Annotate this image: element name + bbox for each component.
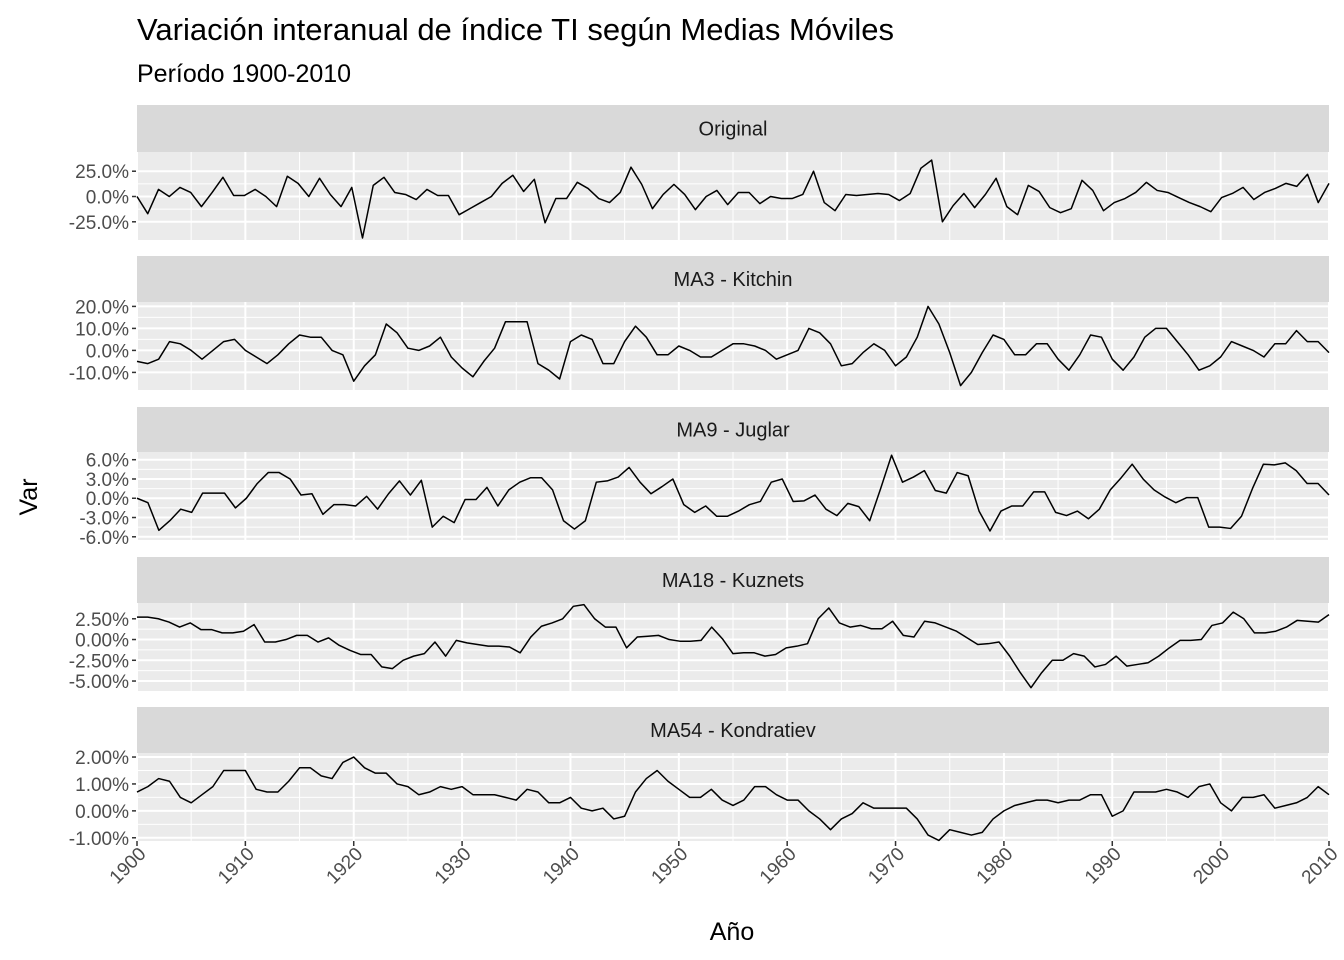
facet-strip: [137, 707, 1329, 753]
x-tick-label: 1920: [323, 844, 368, 889]
series-line: [136, 756, 1330, 842]
facet-panel: MA3 - Kitchin -10.0%0.0%10.0%20.0%: [69, 256, 1330, 390]
y-tick-label: -1.00%: [69, 829, 129, 850]
y-tick-label: 20.0%: [75, 297, 129, 318]
series-line: [136, 305, 1330, 387]
x-tick-label: 1940: [539, 844, 584, 889]
x-tick-label: 1910: [214, 844, 259, 889]
facet-strip: [137, 105, 1329, 152]
series-line: [137, 603, 1330, 689]
y-tick-label: 0.00%: [75, 631, 129, 652]
chart-subtitle: Período 1900-2010: [137, 60, 352, 88]
facet-strip-label: Original: [699, 119, 768, 141]
y-tick-label: -3.0%: [79, 509, 129, 530]
facet-strip: [137, 557, 1329, 603]
y-tick-label: -10.0%: [69, 363, 129, 384]
x-axis-title: Año: [710, 918, 754, 946]
y-tick-label: -5.00%: [69, 672, 129, 693]
series-line: [136, 159, 1330, 239]
y-tick-label: 0.0%: [86, 188, 129, 209]
facet-panel: MA18 - Kuznets -5.00%-2.50%0.00%2.50%: [69, 557, 1330, 693]
x-tick-label: 1900: [106, 844, 151, 889]
x-tick-label: 1930: [431, 844, 476, 889]
facet-strip: [137, 256, 1329, 302]
y-tick-label: 0.0%: [86, 489, 129, 510]
facet-strip-label: MA18 - Kuznets: [662, 570, 804, 592]
y-tick-label: 10.0%: [75, 319, 129, 340]
y-tick-label: 6.0%: [86, 451, 129, 472]
y-tick-label: 0.00%: [75, 802, 129, 823]
y-tick-label: 1.00%: [75, 775, 129, 796]
facet-panel: MA54 - Kondratiev -1.00% 0.00% 1.00% 2.00%: [69, 707, 1330, 850]
x-tick-label: 1970: [864, 844, 909, 889]
y-tick-label: -6.0%: [79, 528, 129, 549]
y-tick-label: 2.50%: [75, 610, 129, 631]
y-tick-label: 2.00%: [75, 748, 129, 769]
facet-strip-label: MA9 - Juglar: [676, 420, 790, 442]
x-tick-label: 1960: [756, 844, 801, 889]
x-tick-label: 1980: [973, 844, 1018, 889]
facet-strip: [137, 407, 1329, 452]
x-tick-label: 2000: [1189, 844, 1234, 889]
y-axis-title: Var: [15, 478, 43, 515]
y-tick-label: 25.0%: [75, 162, 129, 183]
facet-strip-label: MA54 - Kondratiev: [650, 720, 816, 742]
facet-panel: Original -25.0% 0.0% 25.0%: [69, 105, 1330, 240]
facet-strip-label: MA3 - Kitchin: [674, 269, 793, 291]
x-tick-label: 1990: [1081, 844, 1126, 889]
series-line: [136, 454, 1330, 532]
y-tick-label: -25.0%: [69, 213, 129, 234]
x-tick-label: 2010: [1298, 844, 1343, 889]
x-tick-label: 1950: [648, 844, 693, 889]
facet-panel: MA9 - Juglar -6.0%-3.0%0.0%3.0%6.0%: [79, 407, 1330, 549]
chart-title: Variación interanual de índice TI según …: [137, 12, 895, 47]
y-tick-label: 0.0%: [86, 341, 129, 362]
y-tick-label: -2.50%: [69, 651, 129, 672]
y-tick-label: 3.0%: [86, 470, 129, 491]
